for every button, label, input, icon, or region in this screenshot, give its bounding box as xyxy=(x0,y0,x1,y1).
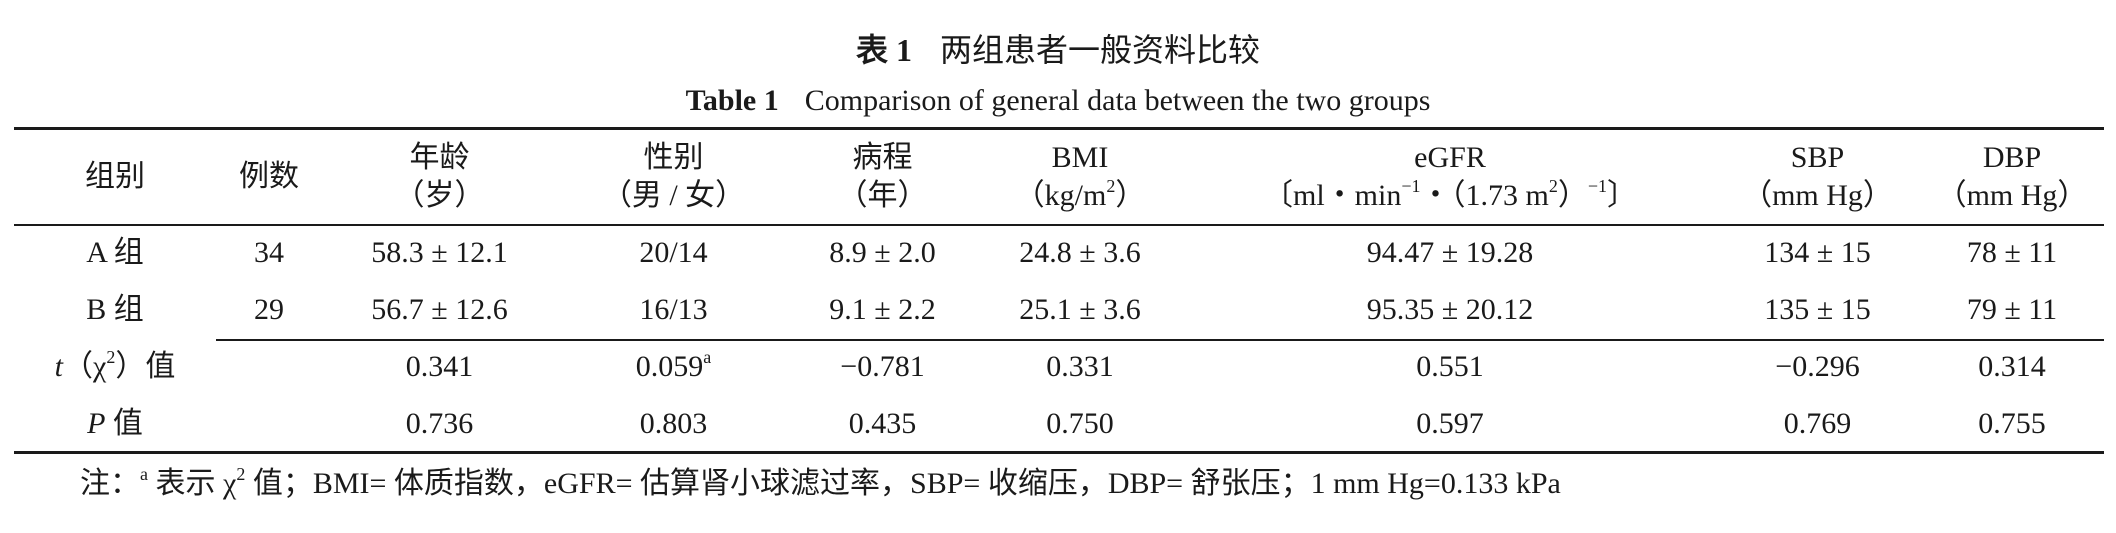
cell-sbp: −0.296 xyxy=(1775,350,1860,383)
cell-age: 0.736 xyxy=(405,407,474,440)
cell-egfr: 0.597 xyxy=(1416,407,1484,440)
header-sbp: SBP （mm Hg） xyxy=(1742,141,1893,212)
cell-sbp: 134 ± 15 xyxy=(1764,236,1871,269)
cell-sex: 16/13 xyxy=(639,293,708,326)
cell-dbp: 78 ± 11 xyxy=(1966,236,2058,269)
cell-bmi: 0.331 xyxy=(1046,350,1114,383)
table-row: B 组 29 56.7 ± 12.6 16/13 9.1 ± 2.2 25.1 … xyxy=(14,282,2104,338)
cell-egfr: 0.551 xyxy=(1416,350,1484,383)
cell-sex: 0.803 xyxy=(639,407,708,440)
header-count: 例数 xyxy=(239,160,299,193)
cell-sex: 0.059a xyxy=(635,347,712,383)
cell-sex: 20/14 xyxy=(639,236,708,269)
cell-age: 58.3 ± 12.1 xyxy=(371,236,508,269)
table-caption-cn: 两组患者一般资料比较 xyxy=(940,32,1261,68)
cell-stat-label: t（χ2）值 xyxy=(54,347,176,383)
cell-dbp: 0.314 xyxy=(1978,350,2046,383)
cell-course: 8.9 ± 2.0 xyxy=(829,236,936,269)
cell-dbp: 79 ± 11 xyxy=(1966,293,2058,326)
cell-stat-label: P 值 xyxy=(87,407,143,440)
cell-age: 56.7 ± 12.6 xyxy=(371,293,508,326)
header-sex: 性别 （男 / 女） xyxy=(601,141,746,212)
stat-rule xyxy=(216,339,2104,341)
cell-sbp: 0.769 xyxy=(1783,407,1852,440)
cell-course: 9.1 ± 2.2 xyxy=(829,293,936,326)
cell-dbp: 0.755 xyxy=(1978,407,2046,440)
top-rule xyxy=(14,127,2104,130)
cell-count: 29 xyxy=(254,293,284,326)
cell-count: 34 xyxy=(254,236,284,269)
stat-row-p: P 值 0.736 0.803 0.435 0.750 0.597 0.769 … xyxy=(14,396,2104,452)
cell-group: B 组 xyxy=(86,293,144,326)
header-rule xyxy=(14,224,2104,226)
table-footnote: 注：a 表示 χ2 值；BMI= 体质指数，eGFR= 估算肾小球滤过率，SBP… xyxy=(80,464,1561,500)
table-row: A 组 34 58.3 ± 12.1 20/14 8.9 ± 2.0 24.8 … xyxy=(14,224,2104,282)
cell-sbp: 135 ± 15 xyxy=(1764,293,1871,326)
comparison-table: 组别 例数 年龄 （岁） 性别 （男 / 女） 病程 （年） BMI （kg/m2） e… xyxy=(14,130,2104,452)
cell-bmi: 25.1 ± 3.6 xyxy=(1019,293,1141,326)
cell-count xyxy=(216,396,322,452)
bottom-rule xyxy=(14,451,2104,454)
header-group: 组别 xyxy=(85,160,145,193)
header-dbp: DBP （mm Hg） xyxy=(1936,141,2088,212)
cell-bmi: 0.750 xyxy=(1046,407,1114,440)
stat-row-t: t（χ2）值 0.341 0.059a −0.781 0.331 0.551 −… xyxy=(14,338,2104,396)
cell-group: A 组 xyxy=(86,236,144,269)
cell-count xyxy=(216,338,322,396)
table-title-en: Table 1 Comparison of general data betwee… xyxy=(0,80,2116,122)
header-course: 病程 （年） xyxy=(837,141,928,212)
header-row: 组别 例数 年龄 （岁） 性别 （男 / 女） 病程 （年） BMI （kg/m2） e… xyxy=(14,130,2104,224)
header-egfr: eGFR 〔ml・min−1・（1.73 m2）−1〕 xyxy=(1263,141,1637,212)
cell-bmi: 24.8 ± 3.6 xyxy=(1019,236,1141,269)
cell-egfr: 95.35 ± 20.12 xyxy=(1366,293,1534,326)
table-number-cn: 表 1 xyxy=(855,32,912,68)
cell-egfr: 94.47 ± 19.28 xyxy=(1366,236,1534,269)
table-caption-en: Comparison of general data between the t… xyxy=(804,84,1431,117)
table-title-cn: 表 1 两组患者一般资料比较 xyxy=(0,28,2116,72)
header-bmi: BMI （kg/m2） xyxy=(1014,141,1146,212)
cell-age: 0.341 xyxy=(405,350,474,383)
cell-course: −0.781 xyxy=(840,350,925,383)
cell-course: 0.435 xyxy=(848,407,917,440)
table-number-en: Table 1 xyxy=(685,84,779,117)
header-age: 年龄 （岁） xyxy=(394,141,485,212)
